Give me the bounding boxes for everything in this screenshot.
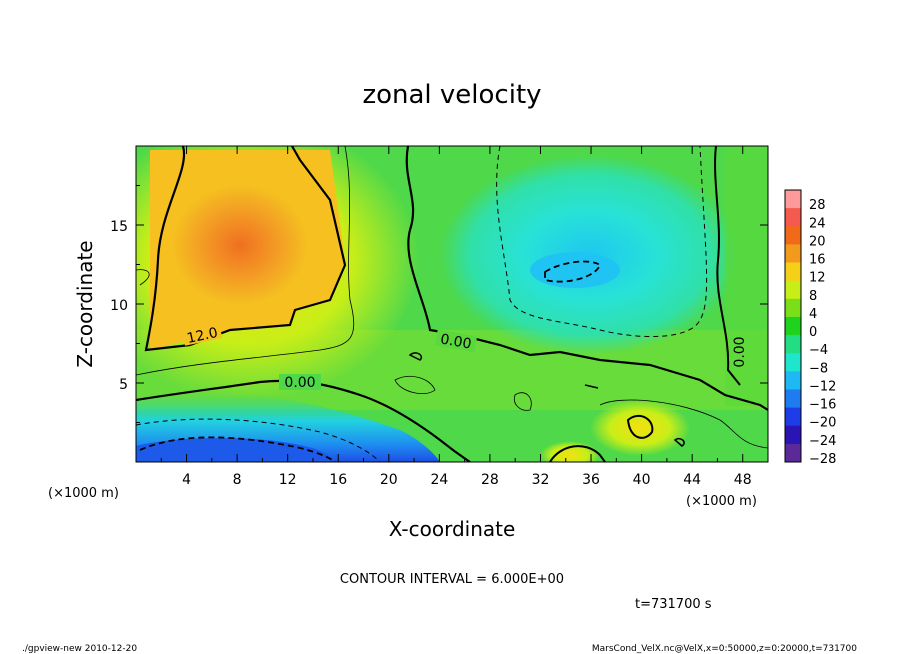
y-tick-label: 5 <box>119 377 128 393</box>
x-units-label: (×1000 m) <box>686 494 757 509</box>
y-axis-ticks: 5 10 15 <box>110 185 768 423</box>
x-tick-label: 8 <box>233 472 242 488</box>
colorbar-label: 12 <box>809 271 826 286</box>
colorbar-label: −4 <box>809 343 828 358</box>
x-tick-label: 16 <box>329 472 347 488</box>
colorbar-swatch <box>785 280 801 300</box>
colorbar-label: −8 <box>809 361 828 376</box>
colorbar-label: 24 <box>809 216 826 231</box>
plot-area <box>136 146 768 462</box>
contour-label-0-lower: 0.00 <box>284 375 315 391</box>
x-tick-label: 12 <box>279 472 297 488</box>
contour-small-1 <box>394 376 436 394</box>
x-tick-label: 44 <box>683 472 701 488</box>
colorbar-swatch <box>785 298 801 318</box>
colorbar-label: −28 <box>809 452 836 467</box>
contour-label-12: 12.0 <box>186 325 220 347</box>
colorbar-swatch <box>785 316 801 336</box>
colorbar-label: 20 <box>809 234 826 249</box>
contour-label-bg-0-lower <box>279 374 321 390</box>
colorbar-swatch <box>785 353 801 372</box>
colorbar-frame <box>784 189 802 463</box>
colorbar-swatch <box>785 244 801 264</box>
contour-neg6-dashed <box>136 418 381 462</box>
colorbar-swatch <box>785 262 801 282</box>
x-tick-label: 28 <box>481 472 499 488</box>
colorbar-swatch <box>785 443 801 463</box>
x-tick-label: 4 <box>182 472 191 488</box>
x-tick-label: 20 <box>380 472 398 488</box>
field-right-strip <box>725 146 768 406</box>
colorbar-swatch <box>785 371 801 390</box>
footer-left: ./gpview-new 2010-12-20 <box>22 644 137 654</box>
y-tick-label: 10 <box>110 298 128 314</box>
colorbar: 28 24 20 16 12 8 4 0 −4 −8 −12 −16 −20 −24 −28 <box>784 189 836 467</box>
chart-title: zonal velocity <box>362 80 541 110</box>
contour-small-2 <box>513 392 532 411</box>
colorbar-swatch <box>785 226 801 245</box>
contour-neg12-core <box>544 260 602 283</box>
colorbar-label: 16 <box>809 253 826 268</box>
colorbar-label: −16 <box>809 398 836 413</box>
y-axis-title: Z-coordinate <box>73 240 97 367</box>
contour-12-bottom-right <box>626 414 654 439</box>
contour-small-5 <box>673 437 685 447</box>
contour-6-thin <box>136 146 354 376</box>
x-tick-label: 48 <box>734 472 752 488</box>
field-bottom-core <box>136 438 330 462</box>
field-jet-core <box>150 165 330 325</box>
contour-label-0-right: 0.00 <box>732 336 748 367</box>
colorbar-label: 8 <box>809 289 817 304</box>
footer-right: MarsCond_VelX.nc@VelX,x=0:50000,z=0:2000… <box>592 644 857 654</box>
colorbar-label: 4 <box>809 307 817 322</box>
field-negative-core <box>530 252 620 288</box>
colorbar-label: 0 <box>809 325 817 340</box>
y-tick-label: 15 <box>110 219 128 235</box>
x-tick-label: 40 <box>633 472 651 488</box>
contour-interval-label: CONTOUR INTERVAL = 6.000E+00 <box>340 572 564 587</box>
contour-small-4 <box>584 384 599 389</box>
x-tick-label: 36 <box>582 472 600 488</box>
x-tick-label: 32 <box>532 472 550 488</box>
contour-neg12-dashed <box>139 436 336 462</box>
colorbar-swatch <box>785 407 801 427</box>
contour-neg6-right <box>496 146 708 337</box>
colorbar-label: 28 <box>809 198 826 213</box>
contour-label-0-upper: 0.00 <box>439 331 472 352</box>
colorbar-swatch <box>785 425 801 445</box>
colorbar-swatch <box>785 335 801 354</box>
x-axis-title: X-coordinate <box>389 517 516 541</box>
x-axis-ticks: 4 8 12 16 20 24 28 32 36 40 44 48 <box>160 146 752 488</box>
colorbar-swatch <box>785 208 801 227</box>
contour-12 <box>144 146 347 352</box>
contour-6-bottom <box>599 399 768 449</box>
x-tick-label: 24 <box>430 472 448 488</box>
contour-6-thin-2 <box>136 269 150 286</box>
contour-12-bottom <box>549 445 606 462</box>
contour-small-3 <box>408 352 422 361</box>
contour-0-right <box>714 146 741 386</box>
colorbar-label: −24 <box>809 434 836 449</box>
colorbar-swatch <box>785 389 801 409</box>
contour-0-lower <box>136 379 471 462</box>
colorbar-label: −20 <box>809 416 836 431</box>
contour-label-bg-12 <box>181 322 223 346</box>
colorbar-label: −12 <box>809 379 836 394</box>
contour-label-bg-0-upper <box>434 329 478 353</box>
contour-lines <box>136 146 768 462</box>
contour-0-upper <box>405 146 768 411</box>
colorbar-swatch <box>785 190 801 209</box>
time-label: t=731700 s <box>635 597 712 612</box>
z-units-label: (×1000 m) <box>48 486 119 501</box>
field-bottom-right-blob <box>590 400 690 456</box>
